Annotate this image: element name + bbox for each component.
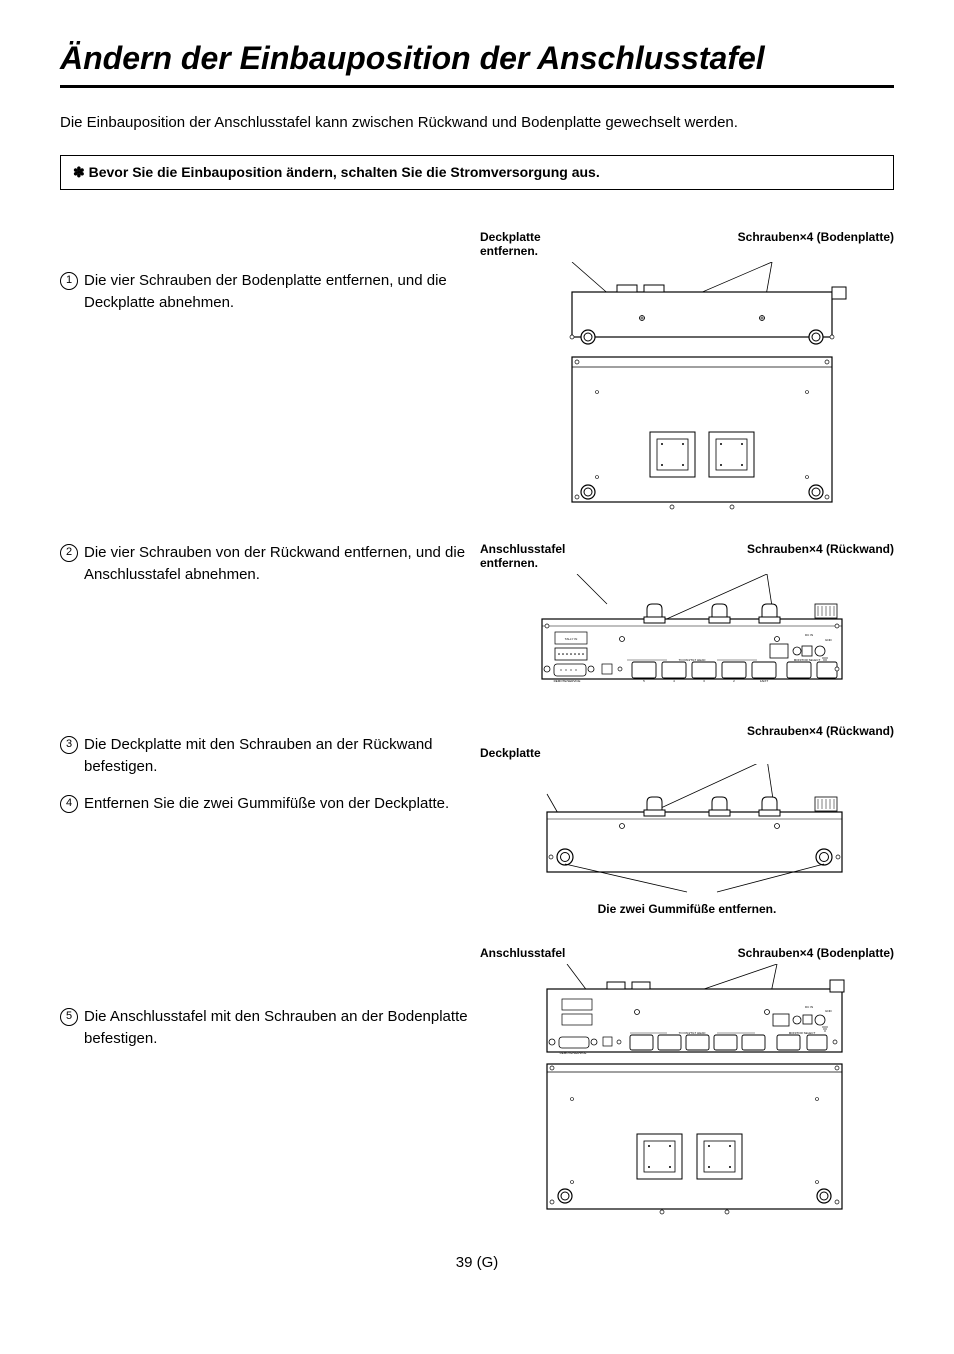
diagram-2: TALLY IN DC IN GND <box>480 574 894 694</box>
d4-label-right: Schrauben×4 (Bodenplatte) <box>738 946 894 960</box>
step-1-row: 1 Die vier Schrauben der Bodenplatte ent… <box>60 230 894 512</box>
step-1-num: 1 <box>60 272 78 290</box>
intro-text: Die Einbauposition der Anschlusstafel ka… <box>60 112 894 135</box>
dcin-label4: DC IN <box>805 1005 813 1009</box>
gnd-label: GND <box>825 638 833 642</box>
port1: 1/EXT <box>760 679 769 683</box>
gnd-label4: GND <box>825 1009 833 1013</box>
step-5-num: 5 <box>60 1008 78 1026</box>
dcin-label: DC IN <box>805 633 813 637</box>
d2-label-left: Anschlusstafel entfernen. <box>480 542 565 570</box>
diagram-1 <box>480 262 894 512</box>
tally-label: TALLY IN <box>565 637 578 641</box>
page-title: Ändern der Einbauposition der Anschlusst… <box>60 40 894 88</box>
warning-box: ✽ Bevor Sie die Einbauposition ändern, s… <box>60 155 894 190</box>
step-4-text: Entfernen Sie die zwei Gummifüße von der… <box>84 793 480 816</box>
step-3-4-row: 3 Die Deckplatte mit den Schrauben an de… <box>60 724 894 916</box>
remote-label4: REMOTE/SERVICE <box>560 1051 587 1055</box>
d4-label-left: Anschlusstafel <box>480 946 565 960</box>
d2-label-right: Schrauben×4 (Rückwand) <box>747 542 894 570</box>
d3-label-left: Deckplatte <box>480 724 541 760</box>
step-3-num: 3 <box>60 736 78 754</box>
step-5-text: Die Anschlusstafel mit den Schrauben an … <box>84 1006 480 1051</box>
step-2-num: 2 <box>60 544 78 562</box>
step-1-text: Die vier Schrauben der Bodenplatte entfe… <box>84 270 480 315</box>
step-2-row: 2 Die vier Schrauben von der Rückwand en… <box>60 542 894 694</box>
page-number: 39 (G) <box>60 1254 894 1271</box>
step-3-text: Die Deckplatte mit den Schrauben an der … <box>84 734 480 779</box>
d1-label-left: Deckplatte entfernen. <box>480 230 541 258</box>
step-2-text: Die vier Schrauben von der Rückwand entf… <box>84 542 480 587</box>
diagram-3 <box>480 764 894 894</box>
pantilt-label: TO PAN/TILT HEAD <box>679 658 707 662</box>
d3-footer: Die zwei Gummifüße entfernen. <box>480 902 894 916</box>
mon-label: MONITOR SELECT <box>794 658 821 662</box>
step-5-row: 5 Die Anschlusstafel mit den Schrauben a… <box>60 946 894 1224</box>
d1-label-right: Schrauben×4 (Bodenplatte) <box>738 230 894 258</box>
mon-label4: MONITOR SELECT <box>789 1031 816 1035</box>
remote-label: REMOTE/SERVICE <box>554 679 581 683</box>
d3-label-right: Schrauben×4 (Rückwand) <box>747 724 894 760</box>
diagram-4: DC IN GND REMOTE/SERVICE TO PAN/TILT HEA… <box>480 964 894 1224</box>
step-4-num: 4 <box>60 795 78 813</box>
pantilt-label4: TO PAN/TILT HEAD <box>679 1031 707 1035</box>
